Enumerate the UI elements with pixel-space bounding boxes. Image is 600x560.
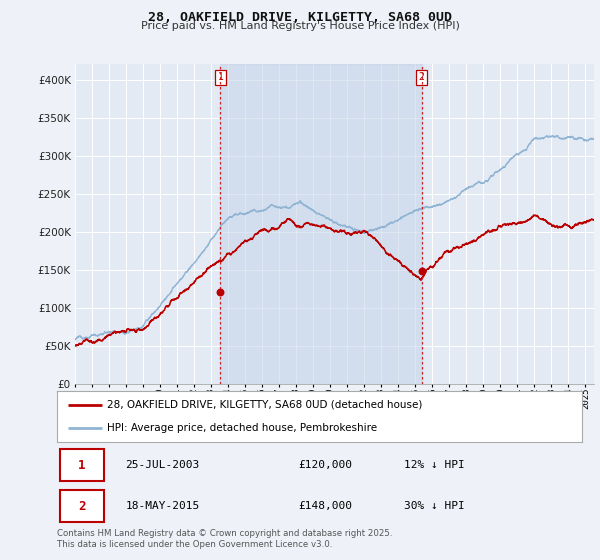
Text: 12% ↓ HPI: 12% ↓ HPI <box>404 460 464 470</box>
Text: 1: 1 <box>78 459 85 472</box>
Point <box>417 267 427 276</box>
Text: 30% ↓ HPI: 30% ↓ HPI <box>404 501 464 511</box>
Text: 25-JUL-2003: 25-JUL-2003 <box>125 460 199 470</box>
Text: 2: 2 <box>78 500 85 513</box>
Text: 28, OAKFIELD DRIVE, KILGETTY, SA68 0UD (detached house): 28, OAKFIELD DRIVE, KILGETTY, SA68 0UD (… <box>107 400 422 410</box>
Text: £148,000: £148,000 <box>299 501 353 511</box>
Text: 18-MAY-2015: 18-MAY-2015 <box>125 501 199 511</box>
Text: £120,000: £120,000 <box>299 460 353 470</box>
Text: 2: 2 <box>419 72 425 82</box>
Text: HPI: Average price, detached house, Pembrokeshire: HPI: Average price, detached house, Pemb… <box>107 423 377 433</box>
Text: Price paid vs. HM Land Registry's House Price Index (HPI): Price paid vs. HM Land Registry's House … <box>140 21 460 31</box>
Bar <box>220 64 422 384</box>
FancyBboxPatch shape <box>59 449 104 482</box>
Text: 1: 1 <box>218 72 223 82</box>
FancyBboxPatch shape <box>59 490 104 522</box>
Text: 28, OAKFIELD DRIVE, KILGETTY, SA68 0UD: 28, OAKFIELD DRIVE, KILGETTY, SA68 0UD <box>148 11 452 24</box>
Point <box>215 288 225 297</box>
Text: Contains HM Land Registry data © Crown copyright and database right 2025.
This d: Contains HM Land Registry data © Crown c… <box>57 529 392 549</box>
